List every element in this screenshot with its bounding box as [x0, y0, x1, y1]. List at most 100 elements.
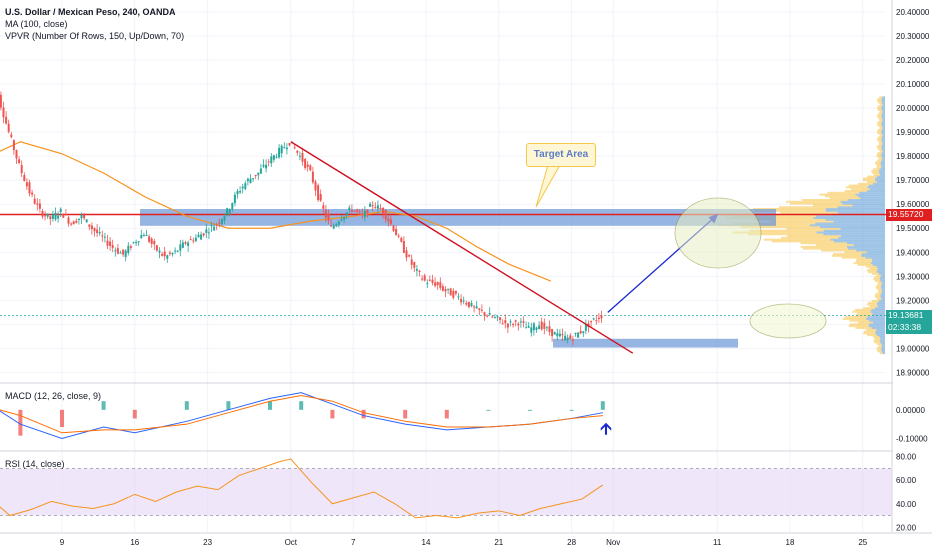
- volume-bar-buy: [815, 215, 885, 218]
- candle-body: [421, 278, 424, 280]
- vpvr-legend[interactable]: VPVR (Number Of Rows, 150, Up/Down, 70): [5, 31, 185, 41]
- volume-bar-buy: [868, 184, 885, 187]
- volume-bar-sell: [876, 274, 882, 277]
- volume-bar-sell: [876, 348, 882, 351]
- volume-bar-sell: [876, 166, 882, 169]
- volume-bar-buy: [875, 177, 885, 180]
- candle-body: [517, 323, 520, 326]
- macd-histogram-bar: [268, 401, 272, 410]
- candle-body: [31, 192, 34, 195]
- volume-bar-sell: [869, 305, 879, 308]
- candle-body: [460, 298, 463, 303]
- price-tick-label: 18.90000: [896, 368, 930, 377]
- volume-bar-sell: [853, 262, 871, 265]
- candle-body: [46, 213, 49, 217]
- volume-bar-buy: [876, 180, 885, 183]
- volume-bar-buy: [871, 326, 885, 329]
- volume-bar-buy: [881, 107, 885, 110]
- volume-bar-sell: [732, 231, 817, 234]
- volume-bar-sell: [877, 283, 882, 286]
- candle-body: [462, 300, 465, 302]
- candle-body: [127, 245, 130, 254]
- candle-body: [51, 214, 54, 219]
- volume-bar-buy: [825, 208, 885, 211]
- volume-bar-buy: [840, 227, 885, 230]
- volume-bar-sell: [877, 105, 882, 108]
- candle-body: [163, 251, 166, 257]
- volume-bar-sell: [878, 112, 883, 115]
- candle-body: [395, 228, 398, 236]
- volume-bar-buy: [882, 143, 885, 146]
- volume-bar-buy: [881, 281, 885, 284]
- volume-bar-sell: [800, 242, 847, 245]
- volume-bar-buy: [876, 265, 885, 268]
- candle-body: [436, 282, 439, 286]
- candle-body: [561, 334, 564, 336]
- volume-bar-buy: [880, 285, 885, 288]
- volume-bar-buy: [880, 280, 885, 283]
- volume-bar-buy: [861, 254, 885, 257]
- candle-body: [369, 203, 372, 207]
- volume-bar-buy: [871, 260, 885, 263]
- volume-bar-sell: [753, 208, 826, 211]
- volume-bar-sell: [872, 168, 880, 171]
- candle-body: [111, 245, 114, 248]
- volume-bar-sell: [877, 98, 882, 101]
- volume-bar-buy: [878, 305, 885, 308]
- candle-body: [350, 209, 353, 212]
- volume-bar-buy: [879, 339, 885, 342]
- candle-body: [527, 326, 530, 328]
- macd-histogram-bar: [330, 409, 335, 419]
- candle-body: [584, 324, 587, 331]
- target-area-label[interactable]: Target Area: [526, 143, 596, 167]
- symbol-legend[interactable]: U.S. Dollar / Mexican Peso, 240, OANDA: [5, 7, 176, 17]
- candle-body: [148, 236, 151, 242]
- volume-bar-buy: [875, 332, 885, 335]
- ma-legend[interactable]: MA (100, close): [5, 19, 68, 29]
- candle-body: [194, 237, 197, 241]
- rsi-legend[interactable]: RSI (14, close): [5, 459, 65, 469]
- candle-body: [535, 327, 538, 330]
- volume-bar-buy: [879, 272, 885, 275]
- volume-bar-buy: [872, 182, 885, 185]
- candle-body: [540, 321, 543, 330]
- volume-bar-buy: [880, 296, 885, 299]
- candle-body: [556, 333, 559, 337]
- candle-body: [332, 225, 335, 229]
- volume-bar-buy: [881, 130, 885, 133]
- volume-bar-sell: [878, 117, 883, 120]
- candle-body: [296, 150, 299, 153]
- volume-bar-sell: [877, 121, 882, 124]
- candle-body: [150, 238, 153, 244]
- volume-bar-sell: [866, 328, 877, 331]
- volume-bar-buy: [880, 162, 885, 165]
- volume-bar-buy: [837, 206, 885, 209]
- candle-body: [171, 252, 174, 255]
- candle-body: [363, 210, 366, 217]
- volume-bar-sell: [877, 116, 882, 119]
- volume-bar-sell: [875, 162, 881, 165]
- candle-body: [525, 327, 528, 329]
- candle-body: [473, 306, 476, 308]
- candle-body: [301, 152, 304, 162]
- volume-bar-sell: [879, 157, 883, 160]
- macd-legend[interactable]: MACD (12, 26, close, 9): [5, 391, 102, 401]
- candle-body: [77, 218, 80, 220]
- volume-bar-sell: [878, 148, 882, 151]
- candle-body: [12, 140, 15, 151]
- macd-histogram-bar: [444, 409, 449, 419]
- candle-body: [470, 303, 473, 307]
- volume-bar-buy: [856, 249, 885, 252]
- candle-body: [106, 240, 109, 246]
- price-pane-grid: [0, 0, 893, 532]
- candle-body: [457, 296, 460, 298]
- macd-histogram-bar: [101, 401, 106, 410]
- candle-body: [33, 198, 36, 204]
- volume-bar-sell: [827, 191, 860, 194]
- volume-bar-buy: [880, 341, 885, 344]
- time-tick-label: 9: [60, 538, 65, 547]
- macd-tick-label: 0.00000: [896, 406, 925, 415]
- candle-body: [135, 242, 138, 244]
- volume-bar-sell: [879, 143, 883, 146]
